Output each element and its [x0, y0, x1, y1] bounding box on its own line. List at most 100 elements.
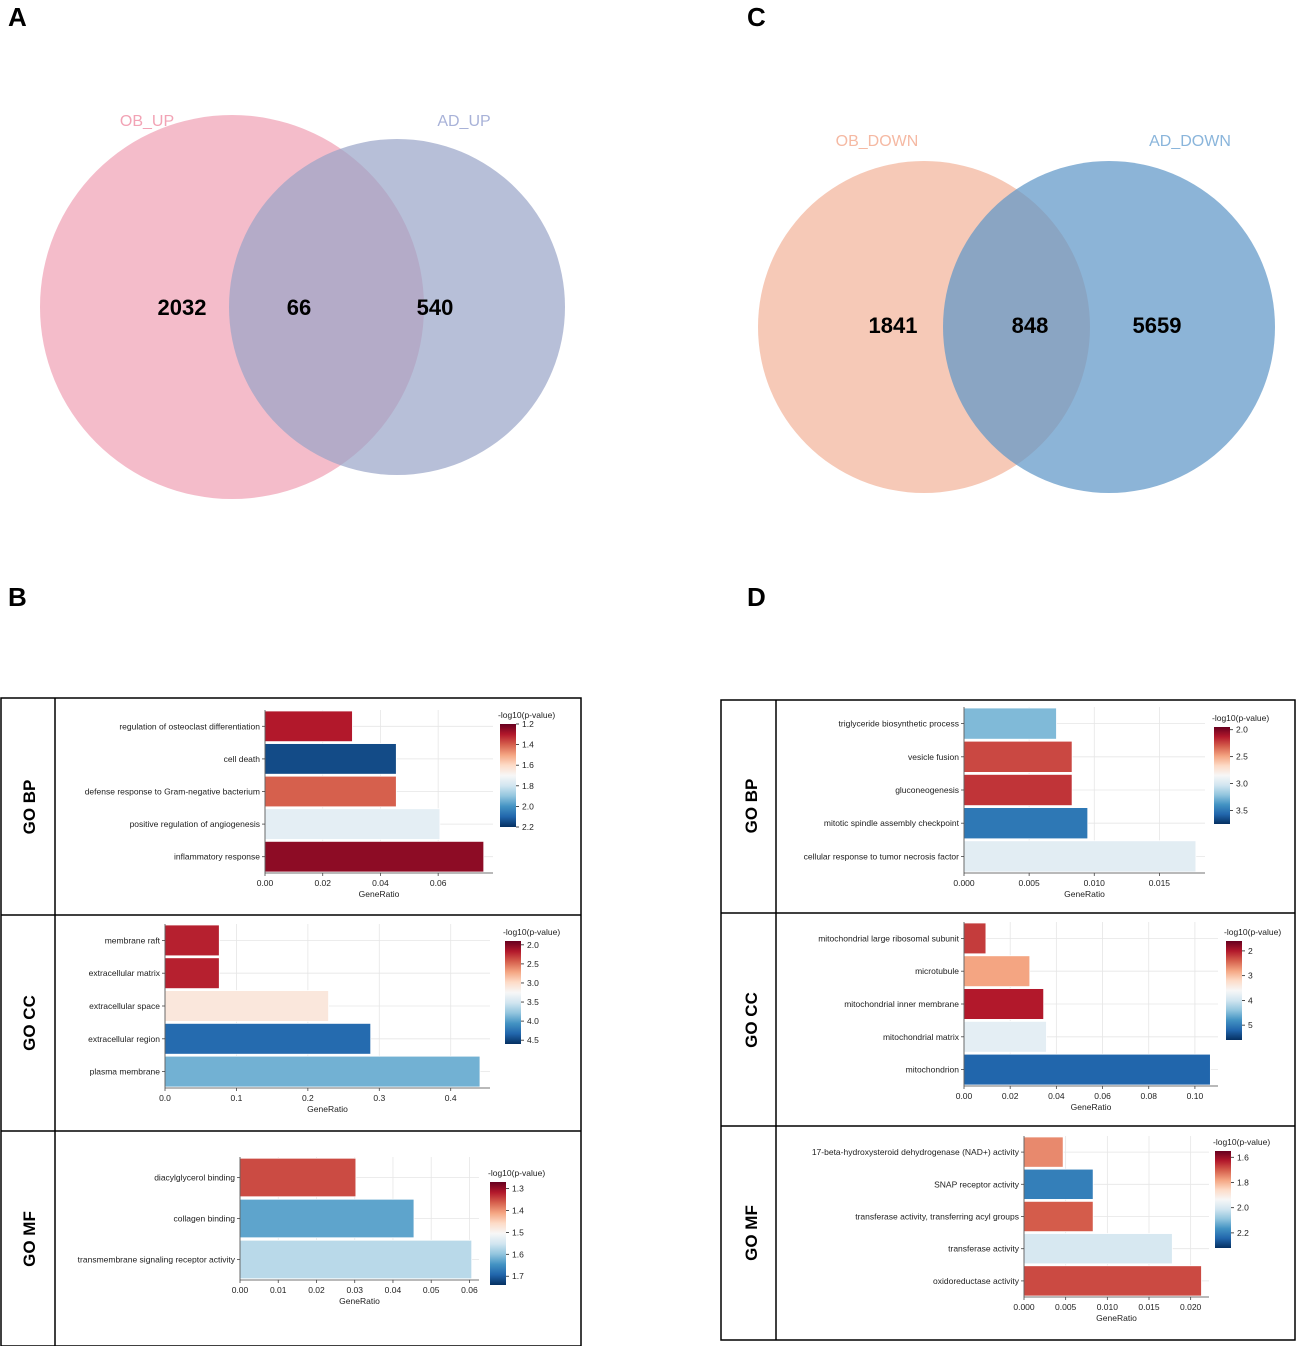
venn-c-left-label: OB_DOWN [836, 133, 919, 150]
x-tick-label: 0.000 [953, 878, 975, 888]
category-label: vesicle fusion [908, 752, 959, 762]
bar [264, 710, 353, 743]
venn-a-right-count: 540 [417, 295, 454, 320]
legend-colorbar [490, 1182, 506, 1285]
x-tick-label: 0.005 [1018, 878, 1040, 888]
category-label: transferase activity, transferring acyl … [855, 1212, 1019, 1222]
bar [963, 707, 1057, 740]
x-axis-title: GeneRatio [1064, 889, 1105, 899]
legend-colorbar [1215, 1151, 1231, 1248]
bar [963, 988, 1045, 1020]
venn-diagram-a: OB_UP AD_UP 2032 66 540 [40, 113, 565, 499]
legend-tick-label: 2.0 [527, 940, 539, 950]
panel-label-b: B [8, 582, 27, 612]
bar [1023, 1136, 1064, 1168]
panel-label-d: D [747, 582, 766, 612]
category-label: mitochondrial large ribosomal subunit [818, 933, 959, 943]
category-label: mitochondrial inner membrane [844, 999, 959, 1009]
x-tick-label: 0.1 [231, 1093, 243, 1103]
legend-title: -log10(p-value) [488, 1168, 545, 1178]
legend-tick-label: 1.3 [512, 1184, 524, 1194]
legend-tick-label: 3.5 [1236, 806, 1248, 816]
panel-label-a: A [8, 2, 27, 32]
bar [164, 990, 329, 1022]
category-label: positive regulation of angiogenesis [130, 819, 260, 829]
legend-colorbar [500, 724, 516, 827]
bar [963, 1053, 1211, 1086]
legend-tick-label: 1.6 [512, 1249, 524, 1259]
category-label: transmembrane signaling receptor activit… [78, 1255, 236, 1265]
x-tick-label: 0.00 [956, 1091, 973, 1101]
bar [164, 957, 220, 990]
x-tick-label: 0.02 [314, 878, 331, 888]
legend-tick-label: 4 [1248, 995, 1253, 1005]
category-label: defense response to Gram-negative bacter… [85, 787, 260, 797]
category-label: 17-beta-hydroxysteroid dehydrogenase (NA… [812, 1147, 1020, 1157]
legend-tick-label: 2.0 [1236, 725, 1248, 735]
legend-colorbar [1214, 727, 1230, 824]
category-label: inflammatory response [174, 852, 260, 862]
legend-colorbar [1226, 941, 1242, 1040]
group-label-d-cc: GO CC [742, 992, 761, 1048]
x-tick-label: 0.02 [1002, 1091, 1019, 1101]
category-label: extracellular matrix [89, 968, 161, 978]
chart-d-mf: 17-beta-hydroxysteroid dehydrogenase (NA… [812, 1136, 1270, 1323]
group-label-b-mf: GO MF [20, 1211, 39, 1267]
venn-c-right-circle [943, 161, 1275, 493]
x-tick-label: 0.020 [1180, 1302, 1202, 1312]
category-label: mitochondrion [906, 1065, 960, 1075]
bar [963, 955, 1031, 988]
x-tick-label: 0.00 [257, 878, 274, 888]
x-tick-label: 0.00 [232, 1285, 249, 1295]
category-label: mitotic spindle assembly checkpoint [824, 818, 960, 828]
legend-tick-label: 2 [1248, 946, 1253, 956]
category-label: transferase activity [948, 1244, 1020, 1254]
category-label: mitochondrial matrix [883, 1032, 960, 1042]
x-tick-label: 0.2 [302, 1093, 314, 1103]
x-tick-label: 0.005 [1055, 1302, 1077, 1312]
bar [963, 1020, 1047, 1053]
legend-title: -log10(p-value) [1212, 713, 1269, 723]
x-tick-label: 0.08 [1140, 1091, 1157, 1101]
legend-tick-label: 1.8 [522, 781, 534, 791]
x-tick-label: 0.04 [372, 878, 389, 888]
category-label: cell death [224, 754, 261, 764]
x-tick-label: 0.06 [461, 1285, 478, 1295]
bar [1023, 1265, 1202, 1297]
x-tick-label: 0.015 [1149, 878, 1171, 888]
chart-b-bp: regulation of osteoclast differentiation… [85, 710, 555, 899]
legend-tick-label: 1.8 [1237, 1177, 1249, 1187]
panel-d-frame [720, 699, 1296, 1341]
x-tick-label: 0.06 [1094, 1091, 1111, 1101]
venn-c-left-count: 1841 [869, 313, 918, 338]
x-tick-label: 0.0 [159, 1093, 171, 1103]
category-label: cellular response to tumor necrosis fact… [804, 851, 960, 861]
bar [963, 807, 1089, 840]
panel-label-c: C [747, 2, 766, 32]
venn-a-overlap-count: 66 [287, 295, 311, 320]
legend-tick-label: 2.5 [527, 959, 539, 969]
x-axis-title: GeneRatio [1096, 1313, 1137, 1323]
category-label: SNAP receptor activity [934, 1179, 1020, 1189]
legend-tick-label: 1.7 [512, 1271, 524, 1281]
chart-b-cc: membrane raft extracellular matrix extrace… [88, 924, 560, 1114]
x-tick-label: 0.04 [385, 1285, 402, 1295]
venn-c-right-count: 5659 [1133, 313, 1182, 338]
bar [963, 840, 1197, 873]
x-tick-label: 0.02 [308, 1285, 325, 1295]
category-label: collagen binding [174, 1214, 236, 1224]
venn-a-left-count: 2032 [158, 295, 207, 320]
venn-diagram-c: OB_DOWN AD_DOWN 1841 848 5659 [758, 133, 1275, 493]
category-label: gluconeogenesis [895, 785, 959, 795]
legend-tick-label: 3.0 [527, 978, 539, 988]
venn-c-overlap-count: 848 [1012, 313, 1049, 338]
bar [1023, 1168, 1094, 1200]
venn-a-right-label: AD_UP [437, 113, 490, 130]
x-tick-label: 0.015 [1138, 1302, 1160, 1312]
venn-c-right-label: AD_DOWN [1149, 133, 1231, 150]
category-label: triglyceride biosynthetic process [839, 719, 959, 729]
legend-tick-label: 1.2 [522, 719, 534, 729]
chart-b-mf: diacylglycerol binding collagen binding tr… [78, 1157, 545, 1306]
legend-colorbar [505, 941, 521, 1044]
category-label: diacylglycerol binding [154, 1173, 235, 1183]
